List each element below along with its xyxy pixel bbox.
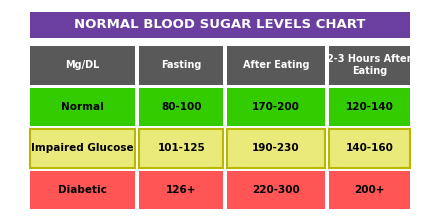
- Bar: [329, 129, 410, 168]
- Text: 2-3 Hours After
Eating: 2-3 Hours After Eating: [327, 54, 411, 76]
- Bar: [30, 12, 410, 38]
- Bar: [30, 171, 135, 209]
- Text: 80-100: 80-100: [161, 102, 202, 112]
- Text: 101-125: 101-125: [158, 143, 205, 153]
- Text: 140-160: 140-160: [345, 143, 393, 153]
- Text: 120-140: 120-140: [345, 102, 393, 112]
- Text: NORMAL BLOOD SUGAR LEVELS CHART: NORMAL BLOOD SUGAR LEVELS CHART: [74, 18, 366, 31]
- Text: 200+: 200+: [354, 185, 385, 195]
- Text: Diabetic: Diabetic: [58, 185, 107, 195]
- Bar: [139, 46, 223, 84]
- Text: 170-200: 170-200: [252, 102, 300, 112]
- Bar: [139, 87, 223, 126]
- Bar: [30, 87, 135, 126]
- Bar: [329, 87, 410, 126]
- Text: 126+: 126+: [166, 185, 196, 195]
- Bar: [227, 87, 325, 126]
- Text: 220-300: 220-300: [252, 185, 300, 195]
- Text: Impaired Glucose: Impaired Glucose: [31, 143, 134, 153]
- Text: Fasting: Fasting: [161, 60, 202, 70]
- Text: Normal: Normal: [61, 102, 104, 112]
- Bar: [227, 129, 325, 168]
- Bar: [139, 171, 223, 209]
- Text: 190-230: 190-230: [252, 143, 300, 153]
- Bar: [227, 46, 325, 84]
- Bar: [329, 46, 410, 84]
- Bar: [30, 46, 135, 84]
- Bar: [30, 129, 135, 168]
- Text: After Eating: After Eating: [243, 60, 309, 70]
- Bar: [227, 171, 325, 209]
- Bar: [139, 129, 223, 168]
- Text: Mg/DL: Mg/DL: [66, 60, 100, 70]
- Bar: [329, 171, 410, 209]
